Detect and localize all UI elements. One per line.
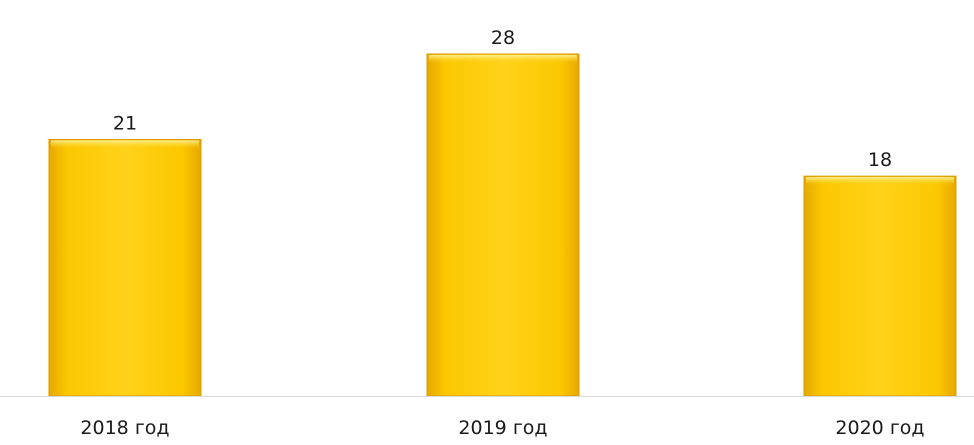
data-label-2: 28: [491, 27, 515, 49]
bar-highlight-1: [51, 140, 199, 149]
x-tick-labels-layer: 2018 год 2019 год 2020 год: [80, 417, 924, 439]
bar-highlight-3: [806, 177, 954, 186]
bar-1: [48, 139, 202, 397]
x-tick-label-3: 2020 год: [835, 417, 924, 439]
data-labels-layer: 21 28 18: [113, 27, 892, 171]
x-tick-label-1: 2018 год: [80, 417, 169, 439]
bar-3: [803, 175, 957, 397]
bars-layer: [48, 53, 957, 397]
data-label-3: 18: [868, 149, 892, 171]
bar-2: [426, 53, 580, 397]
bar-rect-2: [426, 53, 580, 397]
bar-highlight-2: [429, 55, 577, 63]
bar-rect-3: [803, 175, 957, 397]
data-label-1: 21: [113, 113, 137, 135]
bar-rect-1: [48, 139, 202, 397]
x-tick-label-2: 2019 год: [458, 417, 547, 439]
